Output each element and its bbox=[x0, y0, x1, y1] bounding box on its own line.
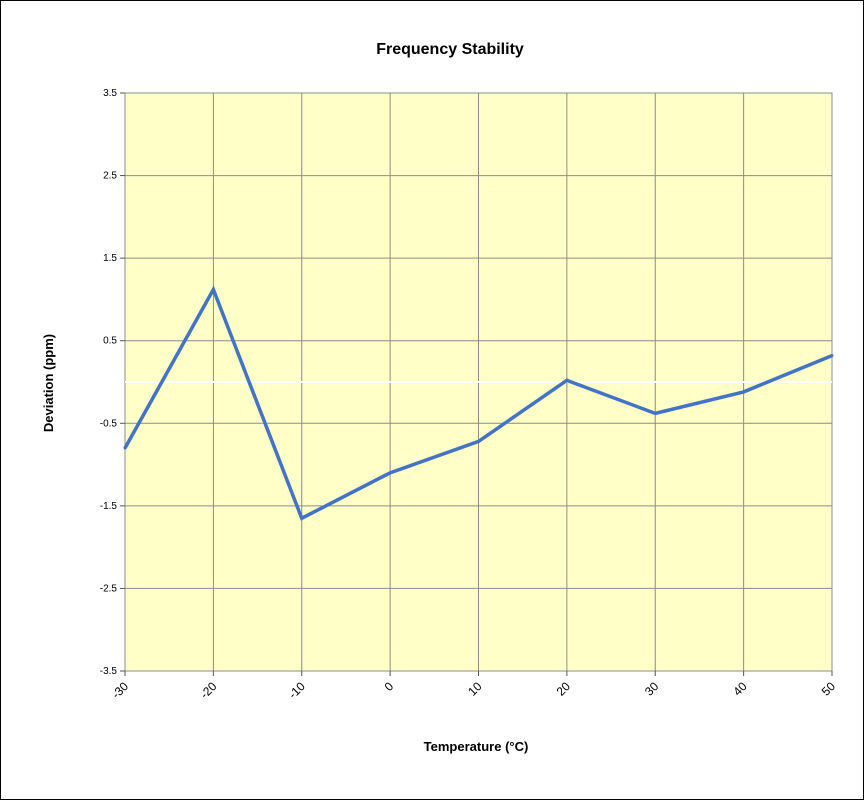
data-point bbox=[565, 378, 569, 382]
data-point bbox=[211, 288, 215, 292]
y-tick-label: 1.5 bbox=[103, 253, 117, 264]
x-tick-label: 40 bbox=[730, 679, 750, 699]
y-tick-label: -3.5 bbox=[100, 666, 118, 677]
y-axis-label: Deviation (ppm) bbox=[41, 334, 56, 432]
x-tick-label: -10 bbox=[286, 679, 308, 701]
x-tick-label: 50 bbox=[819, 679, 839, 699]
y-tick-label: -2.5 bbox=[100, 583, 118, 594]
x-tick-label: 0 bbox=[382, 679, 397, 694]
series-group bbox=[123, 285, 834, 521]
data-point bbox=[388, 471, 392, 475]
x-axis-ticks: -30 -20 -10 0 10 20 30 40 50 bbox=[109, 671, 838, 701]
x-axis-label: Temperature (°C) bbox=[424, 739, 529, 754]
data-point bbox=[123, 446, 127, 450]
data-point bbox=[477, 439, 480, 443]
x-tick-label: -20 bbox=[197, 679, 219, 701]
y-axis-ticks: 3.5 2.5 1.5 0.5 -0.5 -1.5 -2.5 -3.5 bbox=[100, 88, 125, 677]
data-point bbox=[300, 516, 304, 520]
x-tick-label: 20 bbox=[554, 679, 574, 699]
data-point bbox=[653, 411, 657, 415]
x-tick-label: 10 bbox=[465, 679, 485, 699]
x-tick-label: 30 bbox=[642, 679, 662, 699]
data-point bbox=[830, 354, 834, 358]
y-tick-label: 0.5 bbox=[103, 336, 117, 347]
y-tick-label: 3.5 bbox=[103, 88, 117, 99]
y-tick-label: -1.5 bbox=[100, 501, 118, 512]
chart-title: Frequency Stability bbox=[376, 41, 524, 58]
data-point bbox=[742, 390, 746, 394]
y-tick-label: -0.5 bbox=[100, 418, 118, 429]
y-tick-label: 2.5 bbox=[103, 171, 117, 182]
x-tick-label: -30 bbox=[109, 679, 131, 701]
gridlines bbox=[124, 92, 833, 672]
